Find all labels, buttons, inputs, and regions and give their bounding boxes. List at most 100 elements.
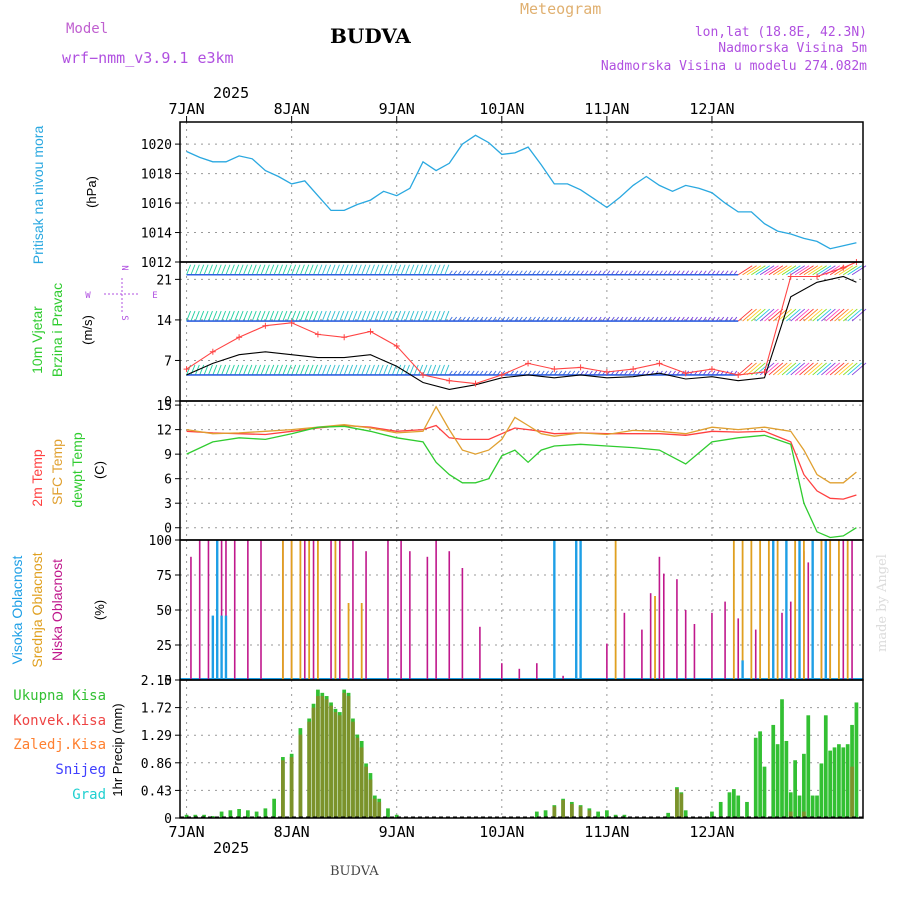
- precip-conv-bar: [329, 705, 333, 818]
- wind-barb: [190, 264, 196, 275]
- wind-barb: [843, 308, 858, 322]
- cloud-low-bar: [312, 540, 315, 680]
- y-tick-label: 6: [164, 473, 172, 488]
- wind-barb: [821, 265, 836, 276]
- precip-total-bar: [841, 747, 846, 818]
- wind-barb: [742, 308, 757, 322]
- cloud-low-bar: [693, 624, 696, 680]
- wind-barb: [409, 264, 415, 275]
- wind-barb: [208, 310, 213, 322]
- wind-speed-marker: [735, 371, 742, 378]
- wind-barb: [794, 308, 810, 322]
- wind-barb: [216, 264, 222, 275]
- y-tick-label: 1014: [141, 227, 172, 242]
- wind-speed-marker: [419, 371, 426, 378]
- y-tick-label: 1012: [141, 256, 172, 271]
- precip-total-bar: [797, 795, 802, 818]
- wind-barb: [282, 264, 288, 275]
- cloud-low-bar: [198, 540, 201, 680]
- wind-barb: [356, 310, 362, 322]
- wind-barb: [339, 364, 345, 376]
- precip-total-bar: [845, 744, 850, 818]
- wind-barb: [335, 310, 340, 322]
- wind-barb: [234, 310, 240, 322]
- cloud-mid-bar: [802, 540, 805, 680]
- precip-total-bar: [219, 811, 224, 818]
- wind-barb: [247, 264, 253, 275]
- wind-barb: [772, 362, 788, 376]
- wind-barb: [834, 362, 849, 376]
- wind-barb: [422, 310, 428, 322]
- wind-barb: [435, 310, 441, 322]
- wind-barb: [391, 310, 397, 322]
- wind-barb: [247, 310, 253, 322]
- wind-barb: [838, 362, 854, 376]
- wind-barb: [378, 264, 384, 275]
- wind-barb: [440, 310, 445, 322]
- cloud-high-bar: [216, 540, 219, 680]
- location-title: BUDVA: [330, 24, 411, 48]
- cloud-mid-label: Srednja Oblacnost: [29, 552, 45, 667]
- cloud-low-bar: [409, 551, 411, 680]
- cloud-mid-bar: [654, 596, 656, 680]
- wind-speed-marker: [236, 334, 243, 341]
- wind-barb: [348, 310, 353, 322]
- y-tick-label: 1.72: [141, 702, 172, 717]
- footer-location: BUDVA: [330, 864, 379, 879]
- wind-barb: [426, 264, 432, 275]
- wind-barb: [321, 264, 327, 275]
- wind-barb: [746, 308, 762, 322]
- cloud-mid-bar: [347, 603, 350, 680]
- wind-barb: [426, 364, 432, 376]
- wind-speed-marker: [630, 366, 637, 373]
- wind-barb: [225, 364, 231, 376]
- wind-speed-marker: [577, 364, 584, 371]
- wind-barb: [803, 308, 819, 322]
- y-tick-label: 0.86: [141, 757, 172, 772]
- precip-total-bar: [534, 811, 539, 818]
- wind-barb: [825, 362, 841, 376]
- wind-barb: [225, 264, 231, 275]
- wind-barb: [264, 264, 270, 275]
- cloud-mid-bar: [759, 540, 762, 680]
- wind-barb: [186, 310, 191, 322]
- wind-barb: [378, 364, 384, 376]
- wind-speed-marker: [787, 273, 794, 280]
- cloud-low-bar: [658, 556, 661, 680]
- wind-barb: [269, 310, 275, 322]
- wind-barb: [383, 364, 389, 376]
- cloud-mid-bar: [614, 540, 617, 680]
- cloud-low-bar: [247, 540, 249, 680]
- precip-total-bar: [254, 811, 259, 818]
- wind-barb: [243, 364, 248, 376]
- wind-barb: [751, 265, 766, 276]
- elevation-text: Nadmorska Visina 5m: [718, 41, 867, 56]
- cloud-low-bar: [303, 540, 306, 680]
- wind-barb: [273, 264, 279, 275]
- temp-line-1: [186, 405, 857, 484]
- wind-speed-marker: [393, 342, 400, 349]
- wind-barb: [238, 310, 244, 322]
- precip-snow-label: Snijeg: [55, 762, 106, 778]
- wind-barb: [221, 364, 227, 376]
- precip-conv-bar: [561, 800, 565, 818]
- wind-speed-marker: [682, 370, 689, 377]
- cloud-low-bar: [448, 551, 451, 680]
- wind-barb: [370, 310, 375, 322]
- wind-barb: [313, 310, 318, 322]
- precip-conv-bar: [320, 696, 325, 818]
- precip-total-bar: [788, 792, 793, 818]
- wind-barb: [781, 362, 797, 376]
- wind-barb: [212, 310, 218, 322]
- wind-barb: [199, 364, 205, 376]
- cloud-mid-bar: [820, 540, 823, 680]
- cloud-low-bar: [724, 601, 726, 680]
- x-tick-bottom: 7JAN: [169, 823, 205, 841]
- wind-barb: [755, 265, 770, 276]
- cloud-low-bar: [851, 540, 853, 680]
- cloud-mid-bar: [829, 540, 832, 680]
- wind-barb: [304, 364, 310, 376]
- wind-barb: [829, 362, 845, 376]
- cloud-low-bar: [649, 593, 652, 680]
